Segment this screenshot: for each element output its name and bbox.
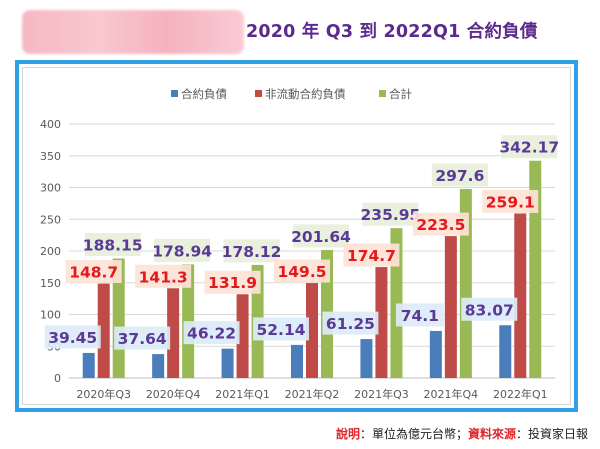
data-label-box [135,264,192,288]
legend-swatch [255,90,262,97]
data-label-box [274,259,330,283]
bar-noncurrent-liability [236,294,249,378]
bar-contract-liability [221,348,234,378]
data-label-box [322,311,379,335]
note-text: ：單位為億元台幣； [359,427,468,441]
y-tick-label: 300 [40,182,61,195]
bar-noncurrent-liability [97,283,110,378]
data-label-box [183,321,240,345]
redacted-logo-area [22,10,244,54]
legend-label: 非流動合約負債 [265,87,346,101]
bar-chart: 050100150200250300350400合約負債非流動合約負債合計202… [40,87,559,401]
bar-noncurrent-liability [514,213,527,378]
y-tick-label: 200 [40,245,61,258]
source-label: 資料來源 [467,427,516,441]
legend-label: 合約負債 [181,87,227,101]
data-label: 61.25 [326,315,375,333]
data-label-box [395,303,444,327]
data-label: 297.6 [435,167,484,185]
chart-area: 050100150200250300350400合約負債非流動合約負債合計202… [22,67,571,405]
legend-label: 合計 [389,87,412,101]
x-tick-label: 2021年Q2 [285,387,340,401]
data-label-box [362,202,419,226]
data-label-box [114,326,171,350]
bar-contract-liability [499,325,512,378]
bar-contract-liability [429,330,442,378]
data-label: 178.94 [152,242,212,260]
data-label: 174.7 [347,247,396,265]
data-label-box [482,189,539,213]
legend-swatch [379,90,386,97]
x-tick-label: 2020年Q3 [76,387,131,401]
data-label-box [343,243,400,267]
x-tick-label: 2021年Q4 [424,387,479,401]
data-label-box [223,239,280,263]
data-label-box [412,212,469,236]
data-label-box [65,260,122,284]
data-label-box [204,270,261,294]
data-label: 201.64 [291,228,351,246]
x-tick-label: 2020年Q4 [146,387,201,401]
y-tick-label: 100 [40,309,61,322]
data-label: 39.45 [48,329,97,347]
note-label: 說明 [335,427,360,441]
data-label-box [501,135,558,159]
bar-noncurrent-liability [375,267,388,378]
source-text: ：投資家日報 [515,427,588,441]
bar-noncurrent-liability [444,236,457,378]
data-label-box [154,238,211,262]
data-label: 148.7 [69,264,118,282]
bar-noncurrent-liability [306,283,318,378]
y-tick-label: 250 [40,213,61,226]
y-tick-label: 350 [40,150,61,163]
data-label: 149.5 [277,263,326,281]
y-tick-label: 400 [40,118,61,131]
data-label-box [293,224,349,248]
data-label: 46.22 [187,325,236,343]
data-label: 235.95 [361,206,421,224]
bar-total [529,160,542,378]
data-label: 141.3 [139,268,188,286]
data-label: 223.5 [416,216,465,234]
data-label: 259.1 [486,193,535,211]
data-label: 342.17 [499,139,559,157]
bar-total [459,189,472,378]
source-note: 說明：單位為億元台幣；資料來源：投資家日報 [336,425,588,442]
bar-contract-liability [82,352,95,378]
x-tick-label: 2021年Q1 [215,387,270,401]
data-label-box [253,317,309,341]
data-label: 37.64 [118,330,167,348]
data-label: 188.15 [83,237,143,255]
legend-swatch [171,90,178,97]
bar-contract-liability [152,354,165,378]
bar-contract-liability [360,339,373,378]
x-tick-label: 2021年Q3 [354,387,409,401]
y-tick-label: 0 [54,372,61,385]
data-label-box [84,233,141,257]
data-label: 131.9 [208,274,257,292]
x-tick-label: 2022年Q1 [493,387,548,401]
data-label: 83.07 [465,301,514,319]
data-label-box [44,325,101,349]
bar-noncurrent-liability [167,288,180,378]
data-label: 178.12 [222,243,282,261]
y-tick-label: 150 [40,277,61,290]
data-label: 74.1 [401,307,439,325]
chart-frame [15,60,578,412]
data-label-box [461,297,518,321]
data-label-box [431,163,488,187]
bar-contract-liability [291,344,303,378]
page-title: 2020 年 Q3 到 2022Q1 合約負債 [246,22,538,42]
data-label: 52.14 [256,321,305,339]
